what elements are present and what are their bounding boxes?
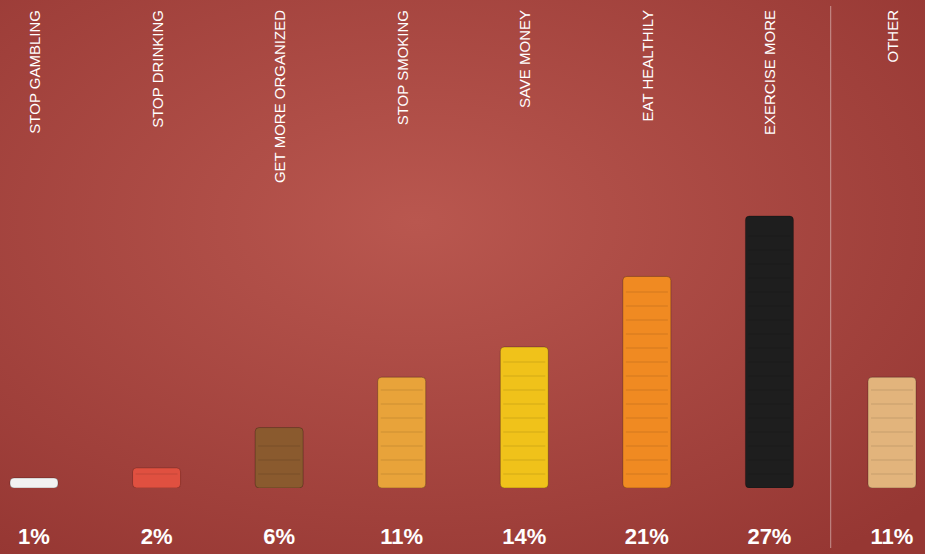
bar-stripe bbox=[503, 362, 545, 363]
bar-stripe bbox=[381, 460, 423, 461]
bar-stripe bbox=[748, 292, 790, 293]
bar-stripe bbox=[626, 432, 668, 433]
bar-stripe bbox=[626, 390, 668, 391]
divider bbox=[830, 6, 831, 548]
bar-stripe bbox=[748, 418, 790, 419]
bar-stripe bbox=[748, 432, 790, 433]
bar-stripe bbox=[381, 446, 423, 447]
value-label: 11% bbox=[871, 524, 914, 549]
bar-stripe bbox=[871, 404, 913, 405]
category-label: EXERCISE MORE bbox=[761, 10, 778, 135]
bar-stripe bbox=[626, 404, 668, 405]
category-label: STOP SMOKING bbox=[394, 10, 411, 125]
bar-stripe bbox=[503, 418, 545, 419]
value-label: 14% bbox=[502, 524, 546, 549]
bar-stripe bbox=[748, 334, 790, 335]
bar-stripe bbox=[626, 292, 668, 293]
bar-stripe bbox=[503, 432, 545, 433]
bar-stripe bbox=[748, 460, 790, 461]
category-label: STOP GAMBLING bbox=[26, 10, 43, 134]
category-label: SAVE MONEY bbox=[516, 10, 533, 108]
bar-stripe bbox=[381, 404, 423, 405]
bar-stripe bbox=[748, 264, 790, 265]
category-labels: STOP GAMBLING STOP DRINKING GET MORE ORGAN… bbox=[26, 10, 901, 183]
bar-stripe bbox=[626, 446, 668, 447]
value-label: 27% bbox=[747, 524, 791, 549]
bar-stripe bbox=[748, 348, 790, 349]
bar bbox=[133, 468, 181, 488]
bar-stripe bbox=[258, 474, 300, 475]
bar-stripe bbox=[748, 390, 790, 391]
bar-stripe bbox=[871, 432, 913, 433]
bar-stripe bbox=[503, 460, 545, 461]
bar-stripe bbox=[871, 418, 913, 419]
bar-stripe bbox=[871, 390, 913, 391]
bar-stripe bbox=[136, 474, 178, 475]
bar-stripe bbox=[503, 474, 545, 475]
value-label: 21% bbox=[625, 524, 669, 549]
bar-stripe bbox=[258, 460, 300, 461]
value-labels: 1% 2% 6% 11% 14% 21% 27% 11% bbox=[18, 524, 913, 549]
bar-stripe bbox=[626, 320, 668, 321]
bar-stripe bbox=[381, 390, 423, 391]
bar-stripe bbox=[626, 418, 668, 419]
bar-stripe bbox=[748, 446, 790, 447]
value-label: 2% bbox=[141, 524, 173, 549]
bar bbox=[623, 276, 671, 488]
bar-stripe bbox=[626, 460, 668, 461]
bar-stripe bbox=[258, 446, 300, 447]
bar-stripe bbox=[626, 474, 668, 475]
bar-stripe bbox=[748, 250, 790, 251]
bar-stripe bbox=[748, 376, 790, 377]
category-label: GET MORE ORGANIZED bbox=[271, 10, 288, 183]
category-label: OTHER bbox=[884, 10, 901, 63]
bar-stripe bbox=[503, 404, 545, 405]
chart: STOP GAMBLING STOP DRINKING GET MORE ORGAN… bbox=[0, 0, 925, 554]
bar-stripe bbox=[748, 474, 790, 475]
bar-stripe bbox=[626, 334, 668, 335]
bar-stripe bbox=[871, 460, 913, 461]
bar-stripe bbox=[381, 432, 423, 433]
bar bbox=[745, 216, 793, 488]
bar bbox=[10, 478, 58, 488]
bar-stripe bbox=[381, 418, 423, 419]
bar-stripe bbox=[748, 362, 790, 363]
bar-stripe bbox=[871, 474, 913, 475]
bar-stripe bbox=[381, 474, 423, 475]
bar-stripe bbox=[626, 376, 668, 377]
bar bbox=[378, 377, 426, 488]
category-label: EAT HEALTHILY bbox=[639, 10, 656, 121]
background bbox=[0, 0, 925, 554]
bar-stripe bbox=[748, 404, 790, 405]
bar-stripe bbox=[748, 236, 790, 237]
bar-stripe bbox=[626, 306, 668, 307]
bar-stripe bbox=[748, 306, 790, 307]
bar bbox=[868, 377, 916, 488]
bar-stripe bbox=[503, 390, 545, 391]
bar-stripe bbox=[503, 376, 545, 377]
category-label: STOP DRINKING bbox=[149, 10, 166, 128]
bar-stripe bbox=[626, 362, 668, 363]
plot-area bbox=[10, 216, 916, 488]
bar bbox=[500, 347, 548, 488]
value-label: 6% bbox=[263, 524, 295, 549]
value-label: 11% bbox=[380, 524, 423, 549]
bar-stripe bbox=[748, 320, 790, 321]
bar-stripe bbox=[503, 446, 545, 447]
bar-stripe bbox=[626, 348, 668, 349]
bar bbox=[255, 428, 303, 488]
bar-stripe bbox=[871, 446, 913, 447]
value-label: 1% bbox=[18, 524, 50, 549]
bar-stripe bbox=[748, 278, 790, 279]
